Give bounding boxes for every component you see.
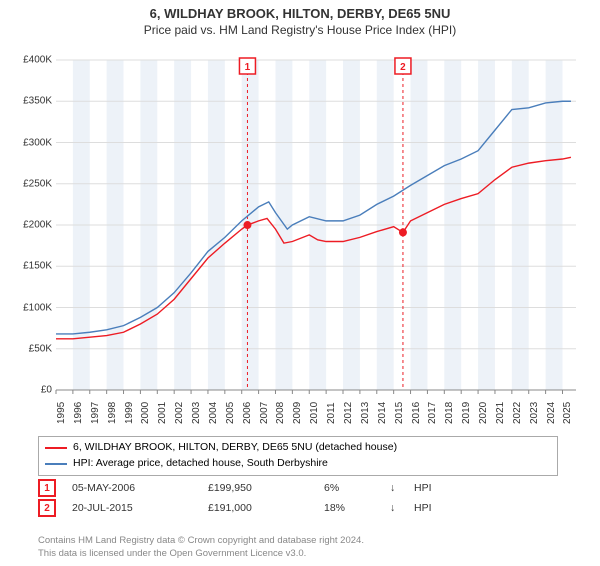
sale-pct: 6% bbox=[324, 482, 384, 494]
sale-marker-icon: 2 bbox=[38, 499, 56, 517]
legend-label-1: 6, WILDHAY BROOK, HILTON, DERBY, DE65 5N… bbox=[73, 440, 397, 456]
x-axis-label: 2004 bbox=[208, 402, 219, 424]
svg-text:1: 1 bbox=[245, 62, 251, 73]
x-axis-label: 2012 bbox=[343, 402, 354, 424]
x-axis-label: 2014 bbox=[377, 402, 388, 424]
y-axis-label: £0 bbox=[41, 385, 52, 396]
page-title: 6, WILDHAY BROOK, HILTON, DERBY, DE65 5N… bbox=[0, 6, 600, 21]
x-axis-label: 2011 bbox=[326, 402, 337, 424]
y-axis-label: £100K bbox=[23, 302, 52, 313]
y-axis-label: £200K bbox=[23, 220, 52, 231]
legend-swatch-2 bbox=[45, 463, 67, 465]
y-axis-label: £150K bbox=[23, 261, 52, 272]
legend-swatch-1 bbox=[45, 447, 67, 449]
x-axis-label: 2019 bbox=[461, 402, 472, 424]
legend-row: HPI: Average price, detached house, Sout… bbox=[45, 456, 551, 472]
x-axis-label: 1996 bbox=[73, 402, 84, 424]
sale-row: 1 05-MAY-2006 £199,950 6% ↓ HPI bbox=[38, 478, 454, 498]
sale-date: 20-JUL-2015 bbox=[72, 502, 202, 514]
subtitle: Price paid vs. HM Land Registry's House … bbox=[0, 23, 600, 37]
x-axis-label: 2003 bbox=[191, 402, 202, 424]
x-axis-label: 2006 bbox=[242, 402, 253, 424]
x-axis-label: 2001 bbox=[157, 402, 168, 424]
x-axis-label: 2000 bbox=[140, 402, 151, 424]
x-axis-label: 2024 bbox=[546, 402, 557, 424]
x-axis-label: 2007 bbox=[259, 402, 270, 424]
legend-label-2: HPI: Average price, detached house, Sout… bbox=[73, 456, 328, 472]
sale-marker-icon: 1 bbox=[38, 479, 56, 497]
x-axis-label: 2010 bbox=[309, 402, 320, 424]
sale-price: £199,950 bbox=[208, 482, 318, 494]
x-axis-label: 2002 bbox=[174, 402, 185, 424]
y-axis-label: £250K bbox=[23, 178, 52, 189]
footer-line-2: This data is licensed under the Open Gov… bbox=[38, 548, 364, 560]
x-axis-label: 2005 bbox=[225, 402, 236, 424]
sale-pct: 18% bbox=[324, 502, 384, 514]
x-axis-label: 2023 bbox=[529, 402, 540, 424]
svg-text:2: 2 bbox=[400, 62, 406, 73]
sale-price: £191,000 bbox=[208, 502, 318, 514]
y-axis-label: £350K bbox=[23, 96, 52, 107]
x-axis-label: 2022 bbox=[512, 402, 523, 424]
x-axis-label: 2020 bbox=[478, 402, 489, 424]
sale-hpi-label: HPI bbox=[414, 502, 454, 514]
y-axis-label: £300K bbox=[23, 137, 52, 148]
x-axis-label: 2015 bbox=[394, 402, 405, 424]
x-axis-label: 2018 bbox=[444, 402, 455, 424]
down-arrow-icon: ↓ bbox=[390, 482, 408, 494]
x-axis-label: 2025 bbox=[562, 402, 573, 424]
legend: 6, WILDHAY BROOK, HILTON, DERBY, DE65 5N… bbox=[38, 436, 558, 476]
y-axis-label: £400K bbox=[23, 55, 52, 66]
footer-line-1: Contains HM Land Registry data © Crown c… bbox=[38, 535, 364, 547]
sale-hpi-label: HPI bbox=[414, 482, 454, 494]
x-axis-label: 1998 bbox=[107, 402, 118, 424]
x-axis-label: 1997 bbox=[90, 402, 101, 424]
footer: Contains HM Land Registry data © Crown c… bbox=[38, 535, 364, 560]
down-arrow-icon: ↓ bbox=[390, 502, 408, 514]
sale-date: 05-MAY-2006 bbox=[72, 482, 202, 494]
chart: 1 2 £0 £50K £100K £150K £200K £250K £300K £350K £… bbox=[0, 50, 600, 430]
x-axis-label: 1995 bbox=[56, 402, 67, 424]
x-axis-label: 2021 bbox=[495, 402, 506, 424]
sale-table: 1 05-MAY-2006 £199,950 6% ↓ HPI 2 20-JUL-2015 £1… bbox=[38, 478, 454, 518]
sale-row: 2 20-JUL-2015 £191,000 18% ↓ HPI bbox=[38, 498, 454, 518]
x-axis-label: 2016 bbox=[411, 402, 422, 424]
x-axis-label: 2009 bbox=[292, 402, 303, 424]
x-axis-label: 1999 bbox=[124, 402, 135, 424]
x-axis-label: 2008 bbox=[275, 402, 286, 424]
y-axis-label: £50K bbox=[29, 343, 52, 354]
legend-row: 6, WILDHAY BROOK, HILTON, DERBY, DE65 5N… bbox=[45, 440, 551, 456]
x-axis-label: 2017 bbox=[427, 402, 438, 424]
x-axis-label: 2013 bbox=[360, 402, 371, 424]
